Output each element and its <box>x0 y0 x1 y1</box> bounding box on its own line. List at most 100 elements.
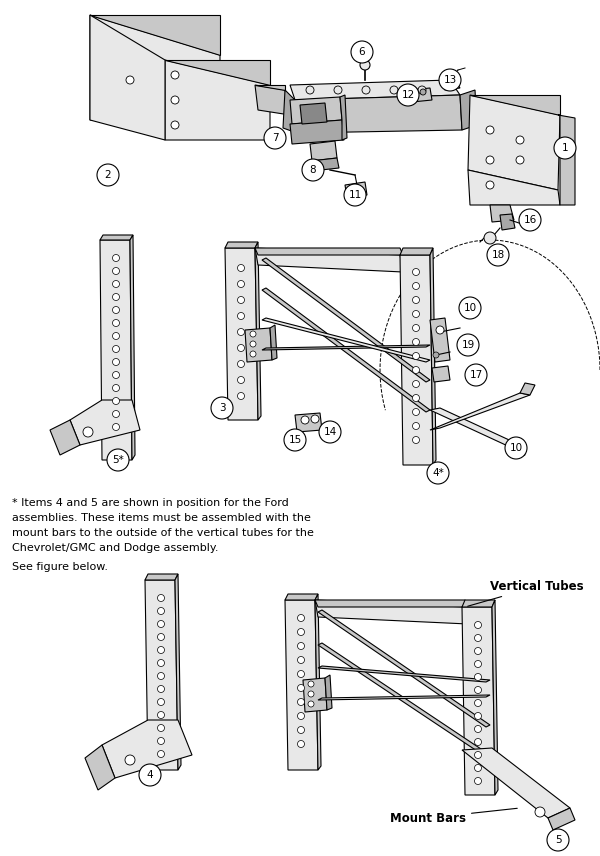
Circle shape <box>475 674 482 681</box>
Circle shape <box>436 326 444 334</box>
Circle shape <box>487 244 509 266</box>
Circle shape <box>298 698 305 705</box>
Circle shape <box>171 96 179 104</box>
Circle shape <box>157 738 164 745</box>
Polygon shape <box>283 90 297 133</box>
Circle shape <box>126 76 134 84</box>
Circle shape <box>113 294 119 300</box>
Polygon shape <box>100 235 133 240</box>
Circle shape <box>157 724 164 732</box>
Circle shape <box>516 136 524 144</box>
Polygon shape <box>165 60 270 140</box>
Polygon shape <box>400 255 433 465</box>
Polygon shape <box>255 85 290 115</box>
Circle shape <box>113 346 119 353</box>
Circle shape <box>238 344 245 352</box>
Polygon shape <box>500 214 515 230</box>
Circle shape <box>171 71 179 79</box>
Polygon shape <box>130 235 135 460</box>
Polygon shape <box>430 248 436 465</box>
Circle shape <box>413 269 419 276</box>
Polygon shape <box>70 400 140 445</box>
Circle shape <box>475 687 482 693</box>
Polygon shape <box>462 600 495 607</box>
Text: assemblies. These items must be assembled with the: assemblies. These items must be assemble… <box>12 513 311 523</box>
Circle shape <box>516 156 524 164</box>
Circle shape <box>413 366 419 373</box>
Polygon shape <box>470 95 560 115</box>
Circle shape <box>113 319 119 326</box>
Polygon shape <box>318 643 490 757</box>
Polygon shape <box>290 120 344 144</box>
Circle shape <box>250 341 256 347</box>
Polygon shape <box>290 80 460 100</box>
Text: 5*: 5* <box>112 455 124 465</box>
Circle shape <box>486 156 494 164</box>
Circle shape <box>418 86 426 94</box>
Circle shape <box>125 755 135 765</box>
Circle shape <box>113 372 119 378</box>
Polygon shape <box>295 413 322 432</box>
Text: 10: 10 <box>463 303 476 313</box>
Polygon shape <box>345 182 367 198</box>
Circle shape <box>459 297 481 319</box>
Circle shape <box>238 393 245 400</box>
Circle shape <box>457 334 479 356</box>
Circle shape <box>475 712 482 720</box>
Circle shape <box>157 686 164 693</box>
Circle shape <box>397 84 419 106</box>
Polygon shape <box>318 610 490 727</box>
Polygon shape <box>165 60 270 85</box>
Circle shape <box>157 646 164 653</box>
Circle shape <box>475 661 482 668</box>
Circle shape <box>554 137 576 159</box>
Polygon shape <box>270 325 277 360</box>
Text: 12: 12 <box>401 90 415 100</box>
Polygon shape <box>255 248 403 272</box>
Circle shape <box>413 423 419 430</box>
Polygon shape <box>262 345 430 350</box>
Circle shape <box>97 164 119 186</box>
Polygon shape <box>430 393 530 430</box>
Polygon shape <box>548 808 575 830</box>
Circle shape <box>157 595 164 602</box>
Polygon shape <box>490 205 514 222</box>
Polygon shape <box>462 607 495 795</box>
Polygon shape <box>468 95 560 190</box>
Polygon shape <box>460 90 477 130</box>
Circle shape <box>475 726 482 733</box>
Circle shape <box>211 397 233 419</box>
Text: 15: 15 <box>289 435 302 445</box>
Polygon shape <box>558 115 575 205</box>
Text: 5: 5 <box>554 835 562 845</box>
Polygon shape <box>310 141 337 161</box>
Circle shape <box>250 331 256 337</box>
Polygon shape <box>100 240 132 460</box>
Polygon shape <box>145 574 178 580</box>
Text: 4: 4 <box>146 770 154 780</box>
Circle shape <box>157 751 164 758</box>
Circle shape <box>298 628 305 635</box>
Text: 18: 18 <box>491 250 505 260</box>
Circle shape <box>475 777 482 784</box>
Text: 4*: 4* <box>432 468 444 478</box>
Circle shape <box>113 281 119 288</box>
Circle shape <box>250 351 256 357</box>
Polygon shape <box>318 666 490 682</box>
Circle shape <box>413 437 419 443</box>
Circle shape <box>298 712 305 720</box>
Polygon shape <box>102 720 192 778</box>
Circle shape <box>301 416 309 424</box>
Text: 17: 17 <box>469 370 482 380</box>
Circle shape <box>157 633 164 640</box>
Circle shape <box>441 82 445 86</box>
Polygon shape <box>285 594 318 600</box>
Circle shape <box>448 81 452 85</box>
Circle shape <box>547 829 569 851</box>
Polygon shape <box>85 745 115 790</box>
Circle shape <box>113 411 119 418</box>
Circle shape <box>390 86 398 94</box>
Circle shape <box>308 681 314 687</box>
Circle shape <box>107 449 129 471</box>
Circle shape <box>284 429 306 451</box>
